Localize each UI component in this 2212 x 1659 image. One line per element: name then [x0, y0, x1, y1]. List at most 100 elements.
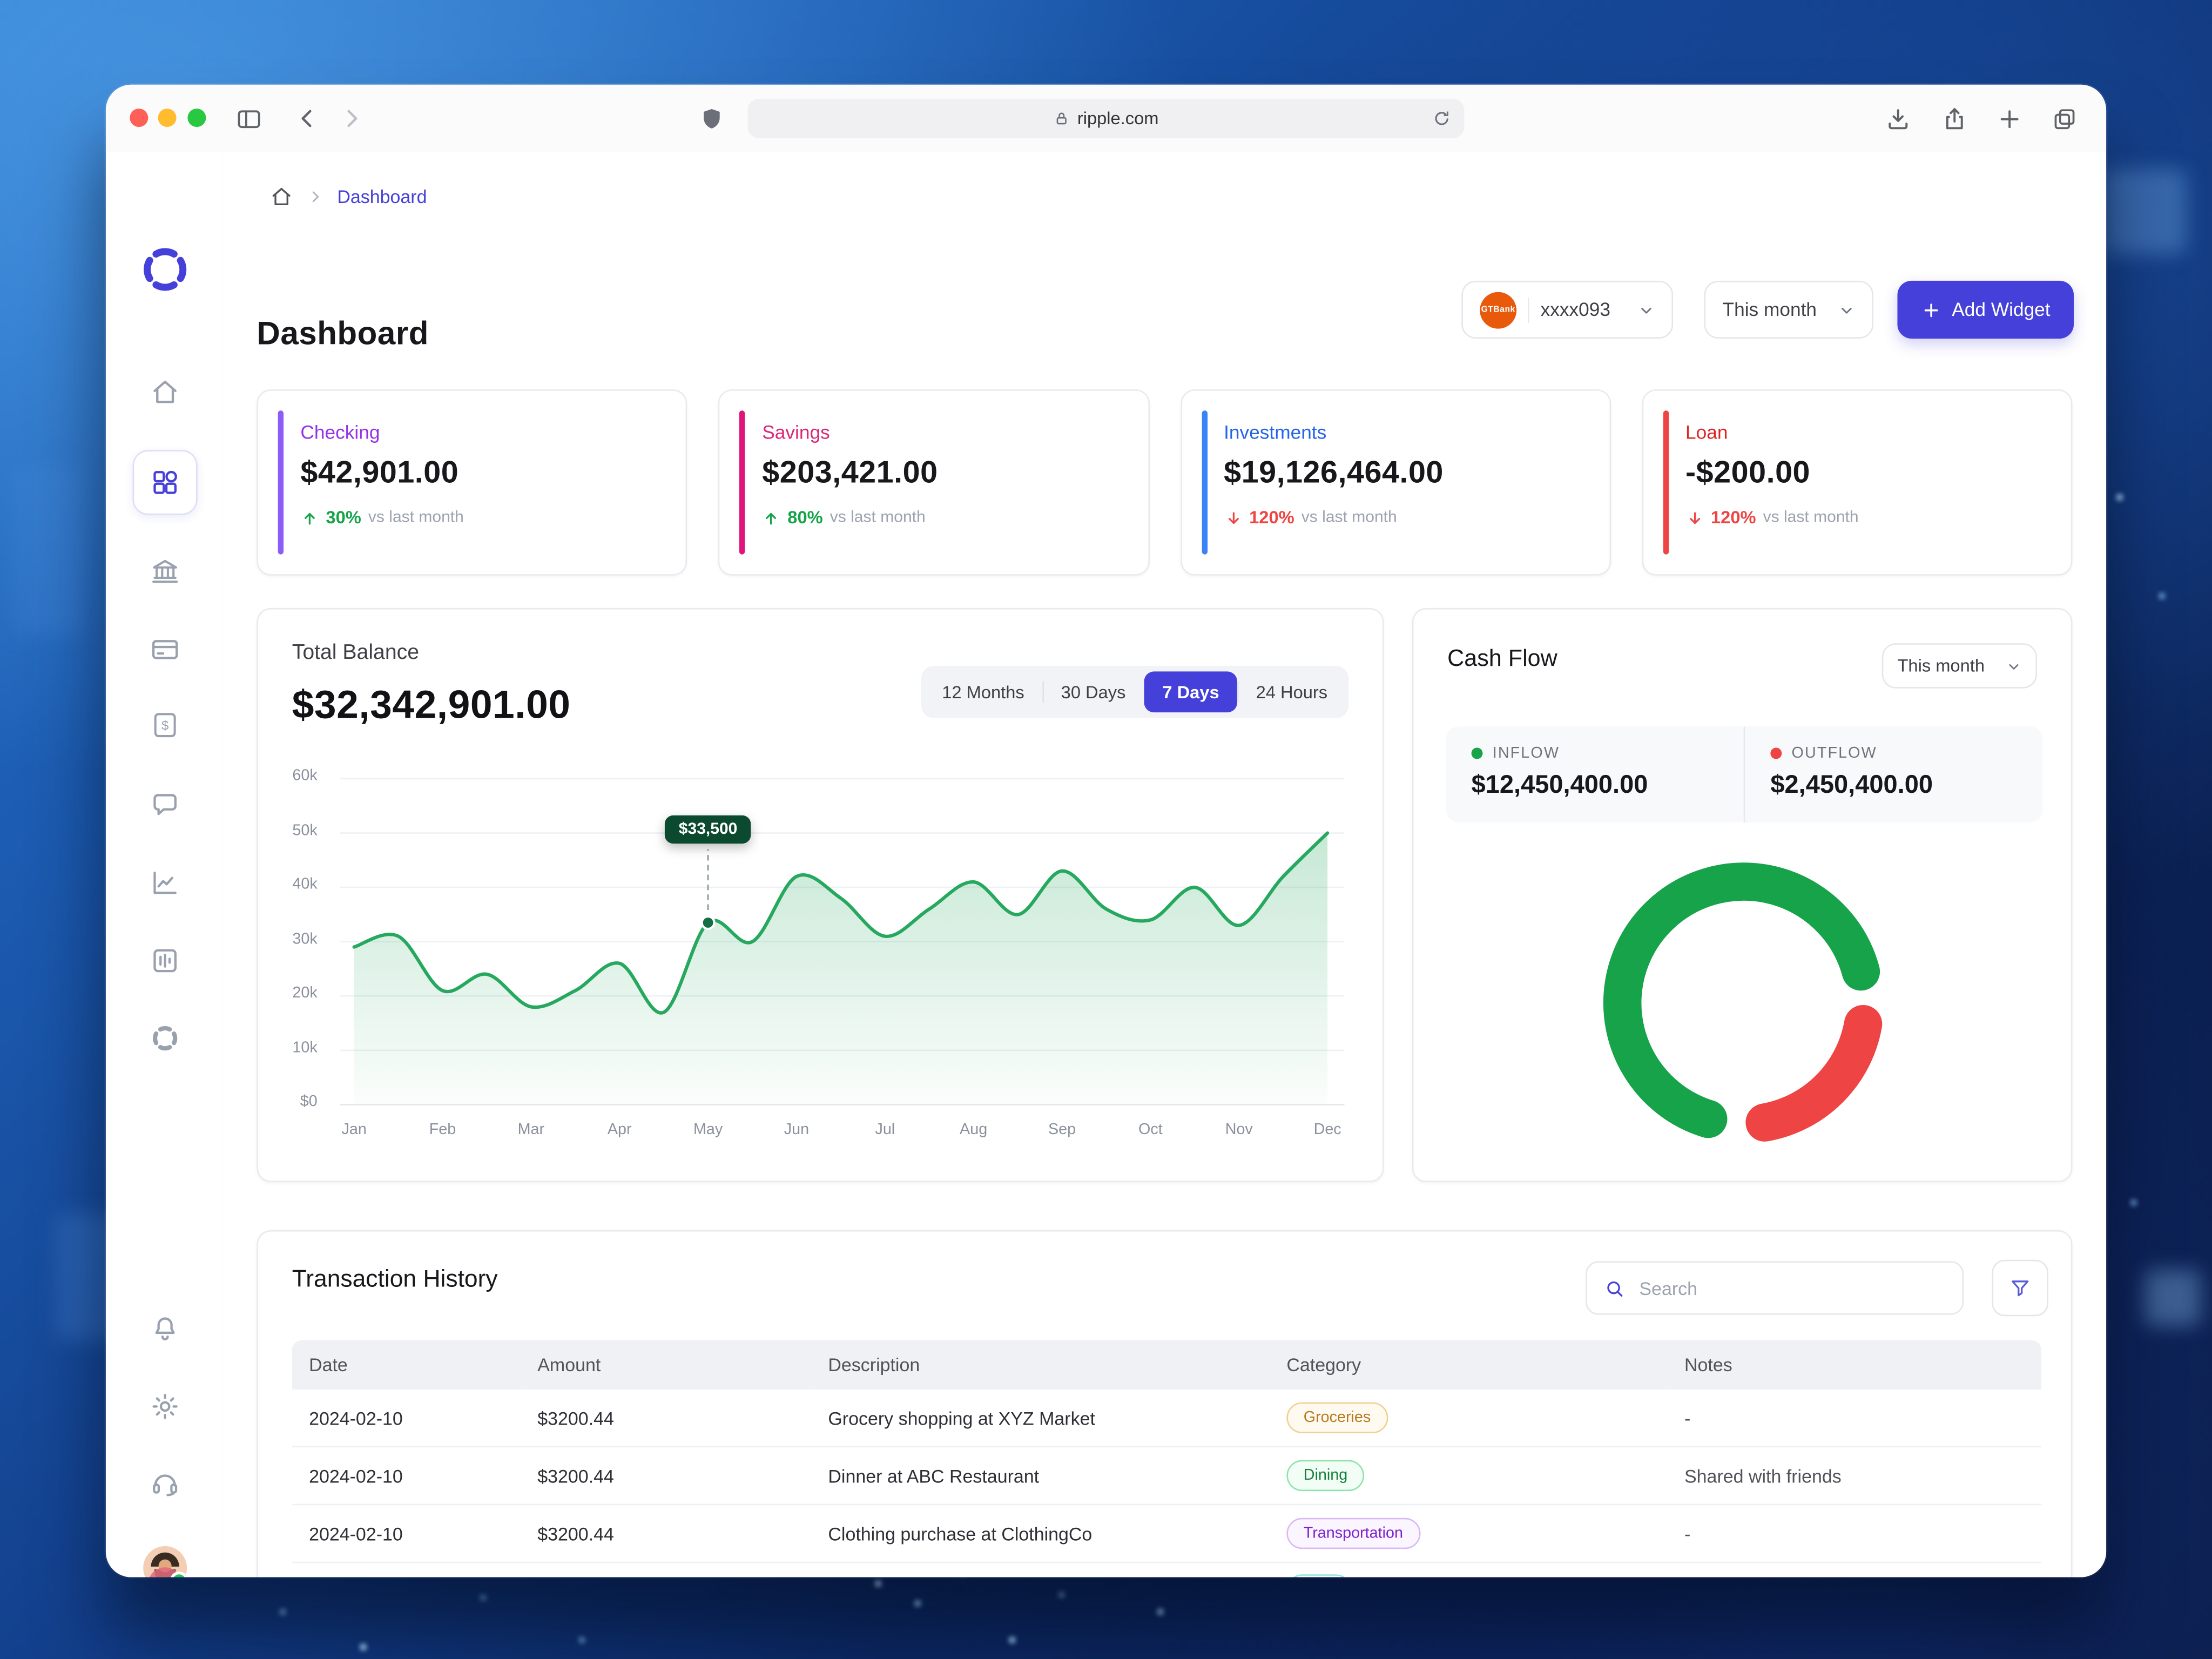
stat-cards-row: Checking $42,901.00 30% vs last month Sav…: [257, 389, 2073, 576]
stat-amount: $19,126,464.00: [1224, 454, 1444, 490]
sidebar-item-home[interactable]: [147, 375, 181, 409]
lock-icon: [1053, 110, 1069, 127]
stat-amount: $42,901.00: [300, 454, 459, 490]
cell-description: Grocery shopping at XYZ Market: [811, 1390, 1270, 1448]
table-header-row: Date Amount Description Category Notes: [292, 1340, 2041, 1390]
tab-12-months[interactable]: 12 Months: [942, 682, 1024, 702]
search-input[interactable]: [1636, 1276, 1946, 1300]
cell-notes: [1667, 1562, 2041, 1577]
sidebar-item-payments[interactable]: $: [147, 708, 181, 742]
cell-category: Dining: [1270, 1446, 1668, 1506]
cell-date: [292, 1562, 521, 1577]
cell-description: Clothing purchase at ClothingCo: [811, 1504, 1270, 1563]
accent-bar: [1201, 410, 1207, 555]
tab-24-hours[interactable]: 24 Hours: [1237, 671, 1346, 712]
user-avatar[interactable]: [142, 1546, 188, 1577]
share-icon[interactable]: [1938, 103, 1969, 134]
tab-overview-icon[interactable]: [2048, 103, 2079, 134]
notifications-bell-icon[interactable]: [147, 1312, 181, 1346]
cell-category: Groceries: [1270, 1390, 1668, 1448]
close-window-button[interactable]: [130, 109, 149, 127]
new-tab-icon[interactable]: [1993, 103, 2024, 134]
account-selector[interactable]: GTBank xxxx093: [1461, 280, 1674, 339]
minimize-window-button[interactable]: [158, 109, 177, 127]
change-percent: 30%: [326, 508, 361, 528]
sidebar-item-cards[interactable]: [147, 632, 181, 666]
cell-amount: $3200.44: [520, 1446, 812, 1506]
cell-amount: $3200.44: [520, 1390, 812, 1448]
breadcrumb: Dashboard: [269, 152, 427, 240]
breadcrumb-current[interactable]: Dashboard: [337, 185, 427, 207]
downloads-icon[interactable]: [1882, 103, 1913, 134]
sidebar-item-messages[interactable]: [147, 788, 181, 822]
column-header-category: Category: [1270, 1340, 1668, 1390]
tab-30-days[interactable]: 30 Days: [1042, 671, 1144, 712]
balance-title: Total Balance: [292, 640, 419, 665]
stat-amount: -$200.00: [1685, 454, 1811, 490]
cell-amount: $3200.44: [520, 1504, 812, 1563]
chevron-down-icon: [2006, 658, 2022, 674]
table-row[interactable]: 2024-02-10 $3200.44 Dinner at ABC Restau…: [292, 1446, 2041, 1506]
total-balance-card: Total Balance $32,342,901.00 12 Months 3…: [257, 608, 1384, 1183]
privacy-shield-icon[interactable]: [696, 103, 726, 134]
sidebar-item-bank[interactable]: [147, 555, 181, 589]
app-logo[interactable]: [140, 246, 188, 294]
cell-date: 2024-02-10: [292, 1504, 521, 1563]
transactions-search[interactable]: [1586, 1261, 1964, 1315]
inflow-amount: $12,450,400.00: [1471, 770, 1648, 799]
cash-flow-title: Cash Flow: [1447, 646, 1557, 672]
settings-gear-icon[interactable]: [147, 1390, 181, 1424]
support-headset-icon[interactable]: [147, 1467, 181, 1501]
change-note: vs last month: [1301, 509, 1397, 527]
change-note: vs last month: [830, 509, 926, 527]
column-header-notes: Notes: [1667, 1340, 2041, 1390]
cash-flow-period-dropdown[interactable]: This month: [1881, 643, 2038, 689]
cell-description: [811, 1562, 1270, 1577]
period-label: This month: [1722, 299, 1817, 320]
change-note: vs last month: [1763, 509, 1859, 527]
zoom-window-button[interactable]: [187, 109, 206, 127]
cell-category: [1270, 1562, 1668, 1577]
forward-icon[interactable]: [336, 103, 367, 134]
stat-card-loan[interactable]: Loan -$200.00 120% vs last month: [1642, 389, 2073, 576]
app-topbar: Dashboard: [222, 152, 2107, 241]
filter-button[interactable]: [1992, 1259, 2048, 1317]
chart-line: [352, 831, 1330, 1015]
sidebar-item-dashboard[interactable]: [132, 450, 197, 515]
accent-bar: [1663, 410, 1669, 555]
back-icon[interactable]: [292, 103, 323, 134]
bank-logo: GTBank: [1480, 291, 1517, 328]
sidebar-item-network[interactable]: [147, 1021, 181, 1055]
accent-bar: [739, 410, 745, 555]
plus-icon: [1921, 300, 1941, 320]
stat-card-investments[interactable]: Investments $19,126,464.00 120% vs last m…: [1180, 389, 1611, 576]
change-percent: 120%: [1711, 508, 1756, 528]
sidebar-item-reports[interactable]: [147, 944, 181, 978]
sidebar-toggle-icon[interactable]: [233, 103, 264, 134]
page-title: Dashboard: [257, 315, 429, 352]
cell-date: 2024-02-10: [292, 1390, 521, 1448]
bokeh-blob: [14, 466, 85, 635]
add-widget-button[interactable]: Add Widget: [1897, 280, 2074, 339]
home-icon[interactable]: [269, 184, 293, 208]
donut-inflow-arc: [1603, 862, 1880, 1138]
browser-window: ripple.com: [105, 84, 2107, 1577]
table-row[interactable]: 2024-02-10 $3200.44 Clothing purchase at…: [292, 1504, 2041, 1563]
sidebar-item-analytics[interactable]: [147, 866, 181, 900]
table-row[interactable]: 2024-02-10 $3200.44 Grocery shopping at …: [292, 1390, 2041, 1448]
chevron-down-icon: [1838, 301, 1855, 318]
main-content: Dashboard GTBank xxxx093 This month: [222, 240, 2107, 1577]
tab-7-days[interactable]: 7 Days: [1144, 671, 1238, 713]
reload-icon[interactable]: [1432, 109, 1452, 129]
chart-tooltip: $33,500: [664, 815, 752, 844]
url-bar[interactable]: ripple.com: [747, 98, 1465, 138]
stat-card-checking[interactable]: Checking $42,901.00 30% vs last month: [257, 389, 687, 576]
column-header-amount: Amount: [520, 1340, 812, 1390]
outflow-label: OUTFLOW: [1791, 745, 1877, 762]
period-dropdown[interactable]: This month: [1704, 280, 1874, 339]
stat-card-savings[interactable]: Savings $203,421.00 80% vs last month: [718, 389, 1149, 576]
transaction-history-card: Transaction History Date Amount: [257, 1230, 2073, 1577]
table-row[interactable]: [292, 1562, 2041, 1577]
cell-description: Dinner at ABC Restaurant: [811, 1446, 1270, 1506]
bokeh-blob: [2102, 169, 2187, 254]
